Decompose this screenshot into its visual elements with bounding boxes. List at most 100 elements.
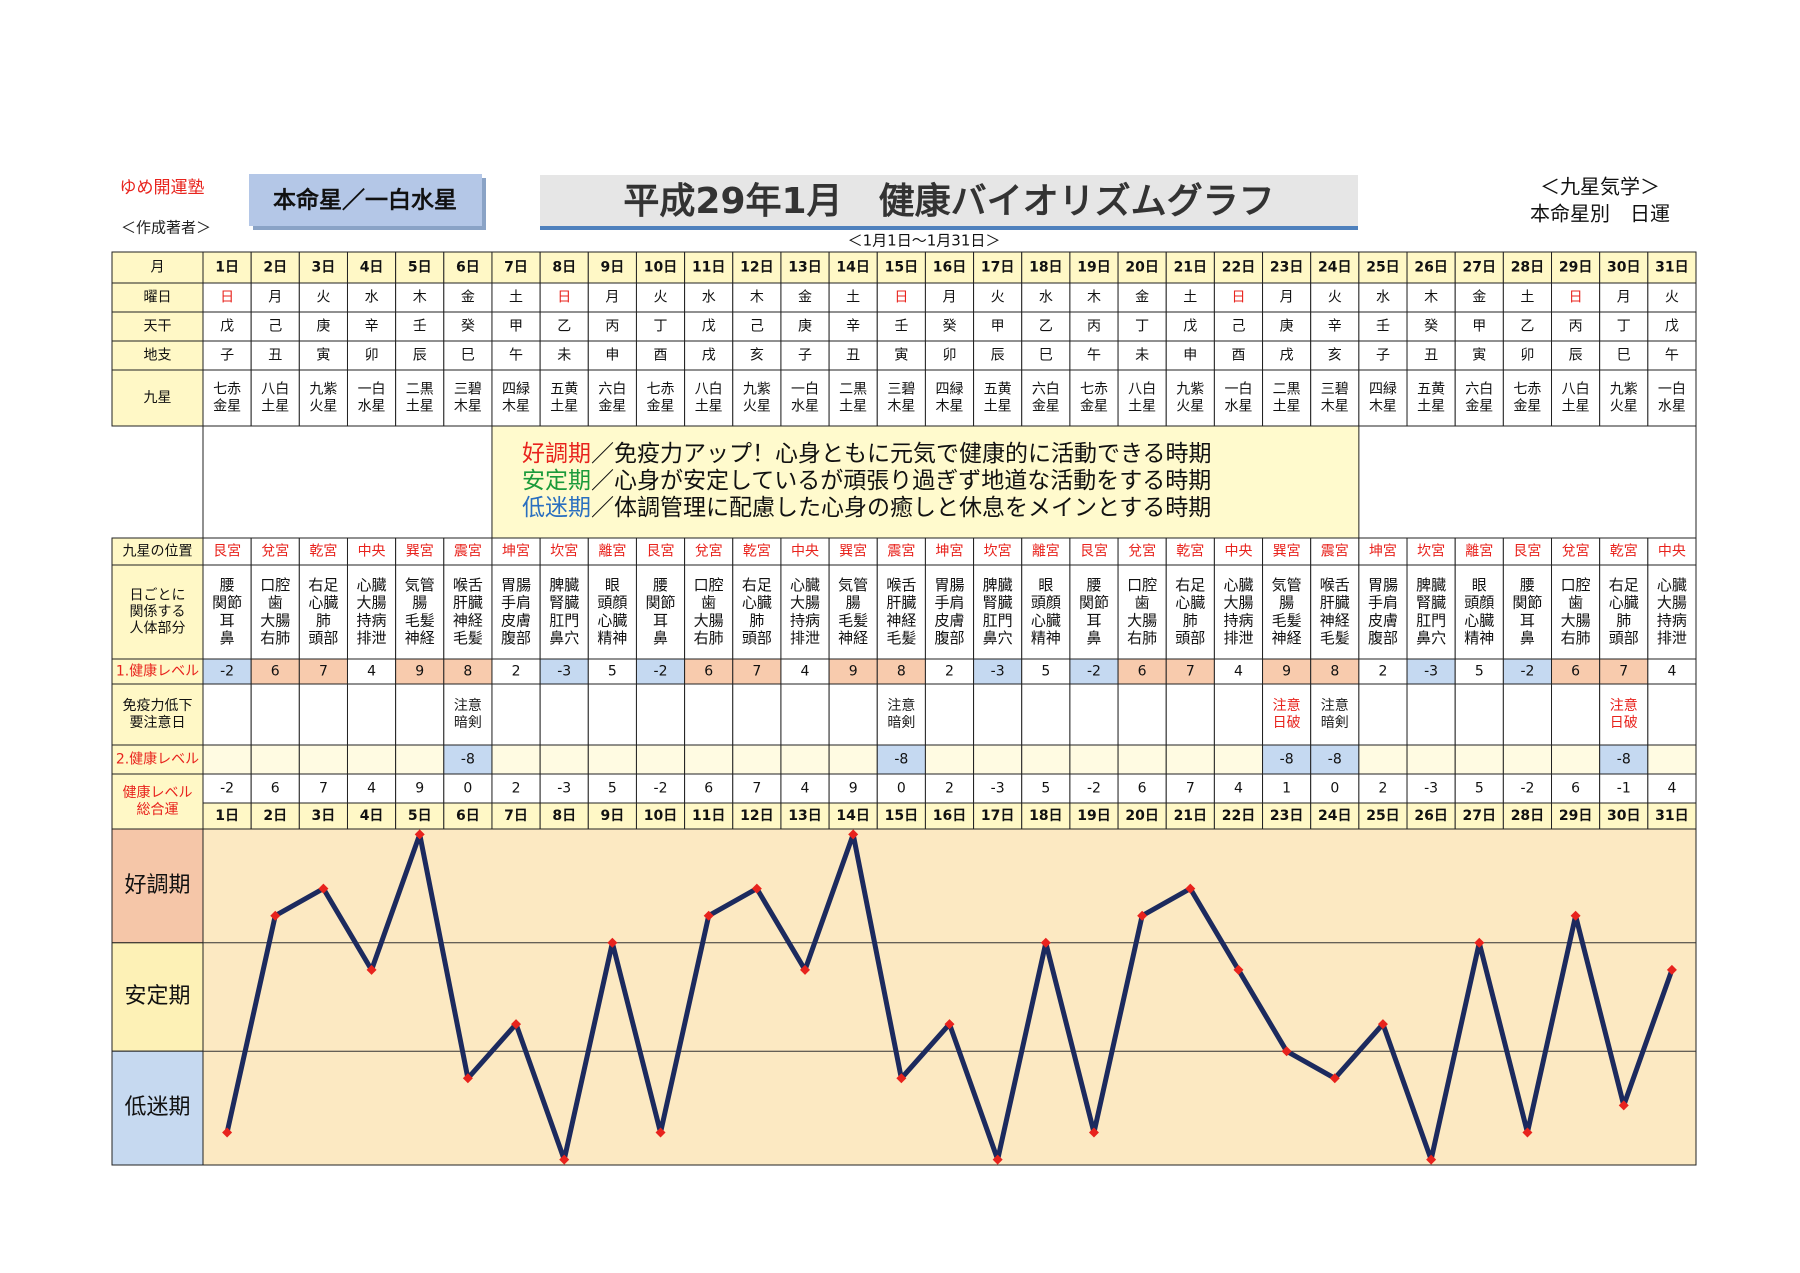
body-text: 腸: [412, 594, 427, 612]
level1-text: 2: [1378, 664, 1387, 680]
caution-cell: [1213, 683, 1264, 746]
caution-text: 暗剣: [887, 715, 915, 731]
shi-cell: [1165, 340, 1215, 371]
day-text: 2日: [263, 260, 287, 276]
body-text: 関節: [212, 594, 242, 612]
kan-text: 丁: [1135, 319, 1149, 335]
health-point: [896, 1073, 907, 1084]
caution-cell: [684, 683, 734, 746]
kan-text: 戊: [220, 319, 234, 335]
star-label: 本命星／一白水星: [273, 187, 457, 214]
level1-cell: [1117, 658, 1167, 685]
shi-cell: [1117, 340, 1167, 371]
weekday-text: 金: [798, 290, 812, 306]
level2-text: -8: [1617, 752, 1631, 768]
star-text: 水星: [1658, 398, 1686, 414]
total-cell: [491, 773, 541, 804]
kan-text: 乙: [557, 319, 571, 335]
shi-text: 丑: [268, 348, 282, 364]
body-text: 大腸: [790, 594, 820, 612]
health-point: [1233, 964, 1244, 975]
body-text: 肺: [1183, 611, 1198, 629]
health-point: [366, 964, 377, 975]
day-cell: [298, 251, 348, 284]
total-cell: [1165, 773, 1215, 804]
caution-cell: [1262, 683, 1312, 746]
star-cell: [1358, 369, 1408, 427]
body-cell: [732, 564, 782, 660]
body-cell: [1647, 564, 1697, 660]
day-cell: [443, 251, 493, 284]
body-text: 頭顔: [1464, 594, 1494, 612]
body-text: 腸: [1279, 594, 1294, 612]
level1-text: 9: [1282, 664, 1291, 680]
body-text: 心臓: [742, 594, 772, 612]
level1-text: 2: [512, 664, 521, 680]
level1-cell: [973, 658, 1023, 685]
total-cell: [1599, 773, 1649, 804]
foot-text: 7日: [504, 808, 528, 824]
weekday-text: 火: [1665, 290, 1679, 306]
health-point: [607, 937, 618, 948]
total-text: -2: [220, 781, 234, 797]
level1-text: 8: [897, 664, 906, 680]
star-text: 土星: [261, 398, 289, 414]
foot-cell: [635, 802, 686, 830]
foot-cell: [346, 802, 397, 830]
body-text: 右足: [1175, 576, 1205, 594]
position-text: 坎宮: [1417, 544, 1445, 560]
weekday-text: 月: [1617, 290, 1631, 306]
kan-text: 壬: [894, 319, 908, 335]
level2-cell: [443, 744, 493, 775]
body-text: 喉舌: [453, 576, 483, 594]
body-text: 腎臓: [549, 594, 579, 612]
day-cell: [1069, 251, 1119, 284]
total-cell: [1262, 773, 1312, 804]
body-text: 毛髪: [838, 611, 868, 629]
body-text: 神経: [1272, 629, 1302, 647]
foot-cell: [587, 802, 637, 830]
position-cell: [1310, 537, 1360, 566]
shi-cell: [202, 340, 252, 371]
caution-text: 注意: [1273, 697, 1301, 714]
health-point: [800, 964, 811, 975]
position-text: 震宮: [454, 544, 482, 560]
day-text: 25日: [1366, 260, 1399, 276]
kan-text: 癸: [943, 319, 957, 335]
body-text: 毛髪: [1272, 611, 1302, 629]
star-cell: [395, 369, 445, 427]
level2-cell: [973, 744, 1023, 775]
day-text: 31日: [1655, 260, 1688, 276]
day-cell: [635, 251, 686, 284]
legend-text: ／体調管理に配慮した心身の癒しと休息をメインとする時期: [591, 495, 1211, 521]
level2-cell: [828, 744, 878, 775]
health-point: [944, 1019, 955, 1030]
foot-text: 1日: [215, 808, 239, 824]
body-text: 頭部: [1609, 629, 1639, 647]
body-cell: [973, 564, 1023, 660]
level1-text: 8: [463, 664, 472, 680]
body-text: 神経: [838, 629, 868, 647]
level2-text: -8: [461, 752, 475, 768]
weekday-text: 日: [1569, 290, 1583, 306]
total-text: 9: [415, 781, 424, 797]
caution-text: 日破: [1610, 715, 1638, 731]
body-text: 大腸: [1127, 611, 1157, 629]
weekday-text: 火: [316, 290, 330, 306]
position-text: 中央: [1658, 544, 1686, 560]
shi-text: 巳: [1039, 348, 1053, 364]
weekday-cell: [1406, 282, 1456, 313]
star-text: 火星: [1610, 398, 1638, 414]
kan-text: 己: [268, 319, 282, 335]
day-cell: [1502, 251, 1553, 284]
shi-text: 戌: [1280, 348, 1294, 364]
star-text: 土星: [550, 398, 578, 414]
day-cell: [1454, 251, 1504, 284]
body-text: 皮膚: [1368, 611, 1398, 629]
position-text: 坤宮: [936, 544, 964, 560]
foot-text: 6日: [456, 808, 480, 824]
star-text: 火星: [1176, 398, 1204, 414]
position-text: 巽宮: [839, 544, 867, 560]
body-text: 排泄: [357, 629, 387, 647]
star-text: 水星: [1224, 398, 1252, 414]
